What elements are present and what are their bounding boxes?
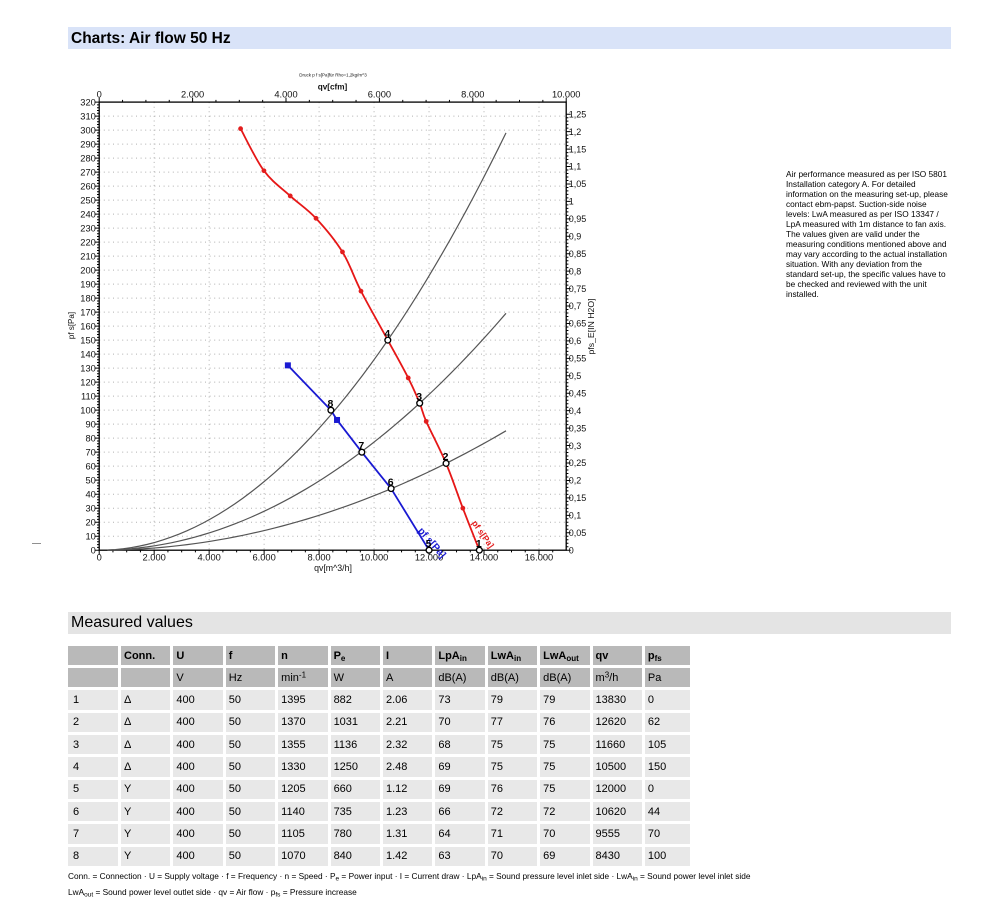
svg-text:5: 5 — [426, 538, 432, 550]
svg-text:200: 200 — [80, 265, 96, 275]
svg-text:1: 1 — [569, 197, 574, 207]
svg-text:0,25: 0,25 — [569, 458, 587, 468]
svg-text:110: 110 — [81, 391, 96, 401]
svg-text:250: 250 — [80, 195, 96, 205]
svg-text:310: 310 — [80, 111, 96, 121]
svg-text:14.000: 14.000 — [470, 552, 498, 562]
svg-text:8.000: 8.000 — [461, 90, 484, 100]
svg-text:0,3: 0,3 — [569, 441, 582, 451]
svg-text:1,05: 1,05 — [569, 179, 587, 189]
svg-text:0,45: 0,45 — [569, 388, 587, 398]
svg-text:6.000: 6.000 — [252, 552, 275, 562]
svg-text:6: 6 — [388, 476, 394, 488]
svg-text:120: 120 — [80, 377, 96, 387]
svg-text:180: 180 — [80, 293, 96, 303]
svg-text:4.000: 4.000 — [274, 90, 297, 100]
svg-text:4.000: 4.000 — [198, 552, 221, 562]
svg-text:7: 7 — [358, 440, 364, 452]
svg-text:12.000: 12.000 — [415, 552, 443, 562]
svg-text:130: 130 — [80, 363, 96, 373]
svg-text:80: 80 — [85, 433, 95, 443]
svg-text:320: 320 — [80, 97, 96, 107]
svg-text:qv[cfm]: qv[cfm] — [318, 83, 348, 92]
svg-text:Druck p f s[Pa]für Rho=1,2kg/m: Druck p f s[Pa]für Rho=1,2kg/m^3 — [299, 73, 367, 78]
svg-text:210: 210 — [80, 251, 96, 261]
svg-text:230: 230 — [80, 223, 96, 233]
svg-text:160: 160 — [80, 321, 96, 331]
svg-text:1,25: 1,25 — [569, 109, 587, 119]
svg-text:150: 150 — [80, 335, 96, 345]
svg-text:170: 170 — [80, 307, 96, 317]
svg-text:0,2: 0,2 — [569, 476, 582, 486]
svg-text:260: 260 — [80, 181, 96, 191]
svg-text:50: 50 — [85, 475, 95, 485]
svg-text:0,85: 0,85 — [569, 249, 587, 259]
svg-text:0: 0 — [91, 545, 96, 555]
svg-text:pfs_E[IN H2O]: pfs_E[IN H2O] — [586, 298, 596, 354]
svg-text:60: 60 — [85, 461, 95, 471]
svg-text:10: 10 — [85, 531, 95, 541]
svg-text:0: 0 — [97, 90, 102, 100]
svg-text:90: 90 — [85, 419, 95, 429]
svg-text:0,95: 0,95 — [569, 214, 587, 224]
svg-text:270: 270 — [80, 167, 96, 177]
svg-text:2.000: 2.000 — [143, 552, 166, 562]
svg-text:20: 20 — [85, 517, 95, 527]
svg-text:pf s[Pa]: pf s[Pa] — [67, 312, 76, 339]
svg-text:1,1: 1,1 — [569, 162, 582, 172]
svg-text:8: 8 — [327, 398, 333, 410]
svg-text:10.000: 10.000 — [552, 90, 580, 100]
svg-text:1,15: 1,15 — [569, 144, 587, 154]
svg-text:0,8: 0,8 — [569, 266, 582, 276]
svg-text:10.000: 10.000 — [360, 552, 388, 562]
svg-text:3: 3 — [416, 391, 422, 403]
svg-text:0,35: 0,35 — [569, 423, 587, 433]
svg-text:40: 40 — [85, 489, 95, 499]
svg-text:70: 70 — [85, 447, 95, 457]
svg-text:0,7: 0,7 — [569, 301, 582, 311]
svg-text:30: 30 — [85, 503, 95, 513]
svg-text:0,1: 0,1 — [569, 511, 582, 521]
svg-text:300: 300 — [80, 125, 96, 135]
svg-text:8.000: 8.000 — [307, 552, 330, 562]
svg-text:2: 2 — [443, 451, 449, 463]
svg-text:0,05: 0,05 — [569, 528, 587, 538]
svg-text:0,65: 0,65 — [569, 319, 587, 329]
svg-text:1,2: 1,2 — [569, 127, 582, 137]
svg-text:140: 140 — [80, 349, 96, 359]
svg-text:16.000: 16.000 — [525, 552, 553, 562]
svg-text:qv[m^3/h]: qv[m^3/h] — [314, 563, 352, 573]
svg-text:280: 280 — [80, 153, 96, 163]
svg-text:290: 290 — [80, 139, 96, 149]
svg-text:0,4: 0,4 — [569, 406, 582, 416]
svg-text:0,55: 0,55 — [569, 354, 587, 364]
svg-text:0,75: 0,75 — [569, 284, 587, 294]
svg-text:240: 240 — [80, 209, 96, 219]
svg-text:4: 4 — [384, 328, 390, 340]
svg-text:100: 100 — [80, 405, 96, 415]
svg-text:0,15: 0,15 — [569, 493, 587, 503]
svg-text:2.000: 2.000 — [181, 90, 204, 100]
svg-text:0: 0 — [569, 545, 574, 555]
svg-text:220: 220 — [80, 237, 96, 247]
svg-text:0: 0 — [97, 552, 102, 562]
svg-text:1: 1 — [476, 538, 482, 550]
svg-text:190: 190 — [80, 279, 96, 289]
svg-text:0,9: 0,9 — [569, 231, 582, 241]
svg-text:6.000: 6.000 — [368, 90, 391, 100]
svg-text:0,5: 0,5 — [569, 371, 582, 381]
svg-text:0,6: 0,6 — [569, 336, 582, 346]
